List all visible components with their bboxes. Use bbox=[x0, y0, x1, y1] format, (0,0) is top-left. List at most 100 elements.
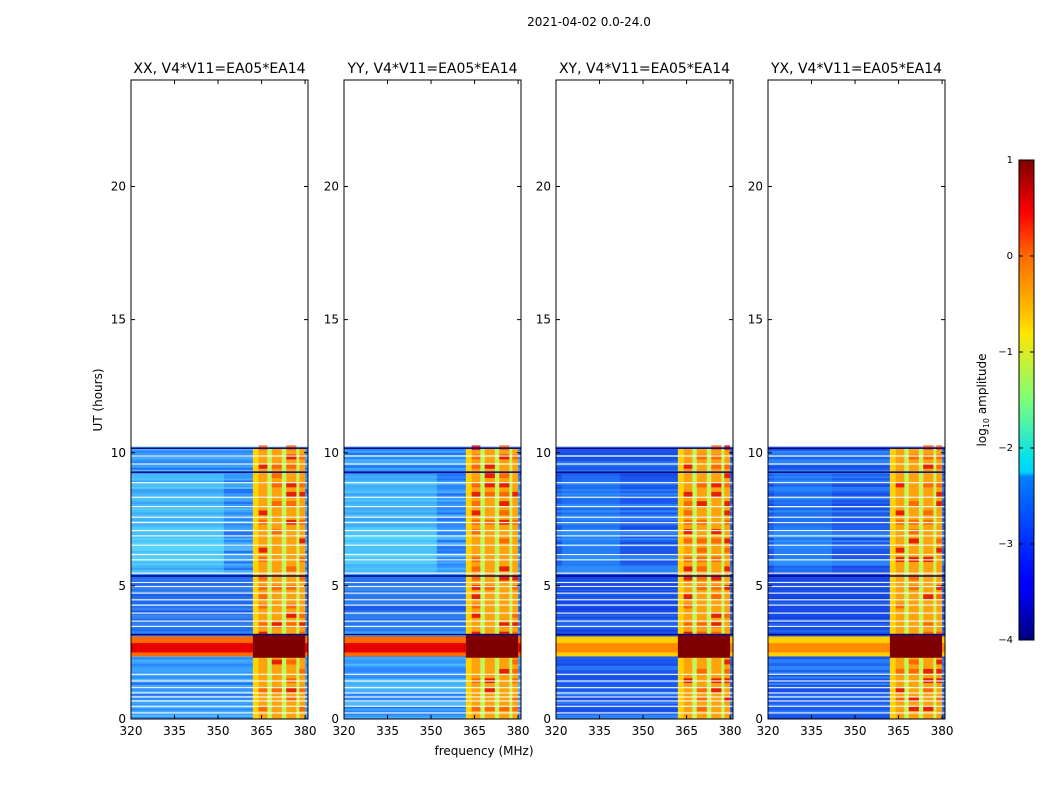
noise-stripe bbox=[344, 554, 521, 558]
rfi-blob bbox=[696, 547, 707, 553]
rfi-blob bbox=[696, 575, 707, 581]
noise-stripe bbox=[768, 578, 945, 581]
rfi-blob bbox=[271, 529, 282, 534]
noise-stripe bbox=[768, 465, 945, 468]
noise-stripe bbox=[344, 469, 521, 472]
cyan-patch bbox=[773, 527, 832, 565]
cyan-patch bbox=[561, 527, 620, 565]
flag-line bbox=[131, 581, 308, 584]
rfi-blob bbox=[936, 463, 943, 469]
noise-stripe bbox=[768, 457, 945, 460]
rfi-blob bbox=[936, 491, 943, 497]
noise-stripe bbox=[556, 659, 733, 662]
noise-stripe bbox=[131, 493, 308, 496]
noise-stripe bbox=[768, 661, 945, 664]
rfi-blob bbox=[286, 585, 297, 590]
flag-line bbox=[768, 559, 945, 561]
noise-stripe bbox=[556, 710, 733, 713]
rfi-column bbox=[286, 447, 297, 719]
rfi-gap bbox=[721, 447, 725, 719]
noise-stripe bbox=[344, 610, 521, 613]
panel-yy: YY, V4*V11=EA05*EA14 320 335 350 365 380 0 5 10 1… bbox=[324, 61, 530, 738]
cyan-patch bbox=[344, 527, 437, 565]
flag-line bbox=[768, 599, 945, 601]
heatmap-yy bbox=[344, 445, 521, 719]
flag-line bbox=[344, 692, 521, 694]
rfi-blob bbox=[299, 575, 306, 581]
rfi-blob bbox=[258, 603, 268, 609]
noise-stripe bbox=[768, 601, 945, 604]
rfi-gap bbox=[692, 447, 697, 719]
colorbar-tick-label: −2 bbox=[998, 443, 1013, 454]
noise-stripe bbox=[768, 476, 945, 479]
flag-line bbox=[768, 521, 945, 524]
noise-stripe bbox=[556, 712, 733, 715]
noise-stripe bbox=[344, 482, 521, 485]
noise-stripe bbox=[344, 450, 521, 453]
y-tick-label: 20 bbox=[111, 180, 126, 194]
rfi-blob bbox=[271, 687, 282, 693]
noise-stripe bbox=[556, 676, 733, 679]
noise-stripe bbox=[344, 597, 521, 600]
rfi-blob bbox=[895, 482, 905, 488]
rfi-blob bbox=[499, 566, 510, 572]
gap-line bbox=[768, 575, 945, 577]
noise-stripe bbox=[131, 540, 308, 543]
noise-stripe bbox=[131, 576, 308, 579]
gap-line bbox=[768, 447, 945, 449]
noise-stripe bbox=[556, 499, 733, 502]
flag-line bbox=[344, 463, 521, 465]
rfi-blob bbox=[936, 585, 943, 590]
rfi-blob bbox=[683, 603, 693, 609]
rfi-blob bbox=[683, 463, 693, 469]
rfi-blob bbox=[724, 482, 731, 488]
noise-stripe bbox=[556, 674, 733, 677]
noise-stripe bbox=[344, 495, 521, 498]
rfi-blob bbox=[696, 585, 707, 590]
noise-stripe bbox=[768, 580, 945, 583]
noise-stripe bbox=[131, 525, 308, 528]
noise-stripe bbox=[131, 627, 308, 630]
noise-stripe bbox=[344, 474, 521, 477]
noise-stripe bbox=[131, 674, 308, 677]
rfi-blob bbox=[484, 491, 495, 497]
flag-line bbox=[556, 521, 733, 524]
flag-line bbox=[556, 680, 733, 682]
axes-frame bbox=[767, 79, 946, 720]
noise-stripe bbox=[556, 452, 733, 455]
noise-stripe bbox=[768, 531, 945, 534]
noise-stripe bbox=[131, 676, 308, 679]
rfi-blob bbox=[512, 622, 519, 628]
rfi-blob bbox=[258, 585, 268, 590]
flag-line bbox=[344, 496, 521, 498]
flag-line bbox=[344, 544, 521, 546]
noise-stripe bbox=[768, 682, 945, 685]
rfi-blob bbox=[711, 529, 722, 534]
noise-stripe bbox=[344, 508, 521, 511]
noise-stripe bbox=[768, 591, 945, 594]
noise-stripe bbox=[344, 608, 521, 611]
x-tick-label: 350 bbox=[844, 724, 867, 738]
rfi-blob bbox=[724, 696, 731, 702]
flag-line bbox=[344, 506, 521, 508]
noise-stripe bbox=[344, 452, 521, 455]
rfi-blob bbox=[299, 613, 306, 618]
rfi-blob bbox=[471, 510, 481, 516]
rfi-blob bbox=[499, 538, 510, 544]
rfi-blob bbox=[711, 687, 722, 693]
noise-stripe bbox=[131, 527, 308, 530]
noise-stripe bbox=[556, 565, 733, 568]
flag-line bbox=[556, 692, 733, 694]
noise-stripe bbox=[131, 670, 308, 673]
rfi-blob bbox=[936, 547, 943, 553]
colorbar-label-rest: amplitude bbox=[975, 354, 989, 418]
rfi-blob bbox=[271, 473, 282, 479]
rfi-blob bbox=[484, 482, 495, 488]
noise-stripe bbox=[344, 491, 521, 494]
noise-stripe bbox=[344, 510, 521, 513]
rfi-blob bbox=[936, 454, 943, 460]
noise-stripe bbox=[344, 672, 521, 675]
noise-stripe bbox=[556, 542, 733, 545]
noise-stripe bbox=[768, 659, 945, 662]
